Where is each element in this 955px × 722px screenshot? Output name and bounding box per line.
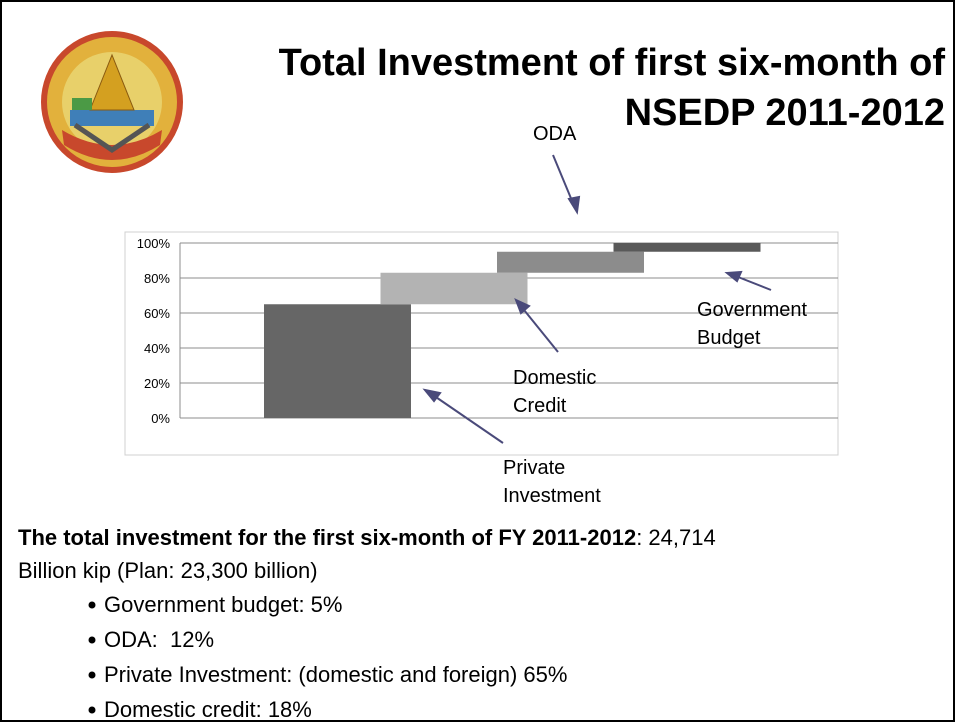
bullet-text: ODA: 12% — [104, 627, 214, 652]
bullet-text: Domestic credit: 18% — [104, 697, 312, 722]
annotation: ODA — [533, 123, 577, 145]
bullet-text: Government budget: 5% — [104, 592, 342, 617]
title-line: NSEDP 2011-2012 — [625, 92, 945, 134]
logo — [41, 31, 183, 173]
annotation: Private — [503, 457, 565, 479]
bullet-list: Government budget: 5% ODA: 12% Private Inv… — [88, 592, 567, 722]
bullet-dot — [88, 671, 96, 679]
summary-rest: Billion kip (Plan: 23,300 billion) — [18, 558, 318, 583]
y-tick-label: 100% — [137, 236, 171, 251]
bullet-dot — [88, 706, 96, 714]
bar — [264, 304, 411, 418]
y-tick-label: 0% — [151, 411, 170, 426]
title-line: Total Investment of first six-month of — [279, 42, 946, 84]
y-tick-label: 40% — [144, 341, 170, 356]
chart: 0% 20% 40% 60% 80% 100% ODA Domestic Credit Priva… — [137, 123, 838, 507]
summary-bold: The total investment for the first six-m… — [18, 525, 636, 550]
annotation: Investment — [503, 485, 601, 507]
arrows — [422, 154, 772, 444]
bar — [497, 251, 644, 273]
bullet-text: Private Investment: (domestic and foreig… — [104, 662, 567, 687]
y-tick-label: 20% — [144, 376, 170, 391]
y-tick-label: 60% — [144, 306, 170, 321]
summary: The total investment for the first six-m… — [18, 525, 716, 550]
bullet-dot — [88, 636, 96, 644]
y-tick-label: 80% — [144, 271, 170, 286]
annotation: Credit — [513, 395, 567, 417]
annotation: Government — [697, 299, 807, 321]
summary-rest: : 24,714 — [636, 525, 716, 550]
annotation: Domestic — [513, 367, 596, 389]
bar — [613, 243, 761, 252]
annotation: Budget — [697, 327, 761, 349]
bar — [380, 272, 528, 305]
bullet-dot — [88, 601, 96, 609]
